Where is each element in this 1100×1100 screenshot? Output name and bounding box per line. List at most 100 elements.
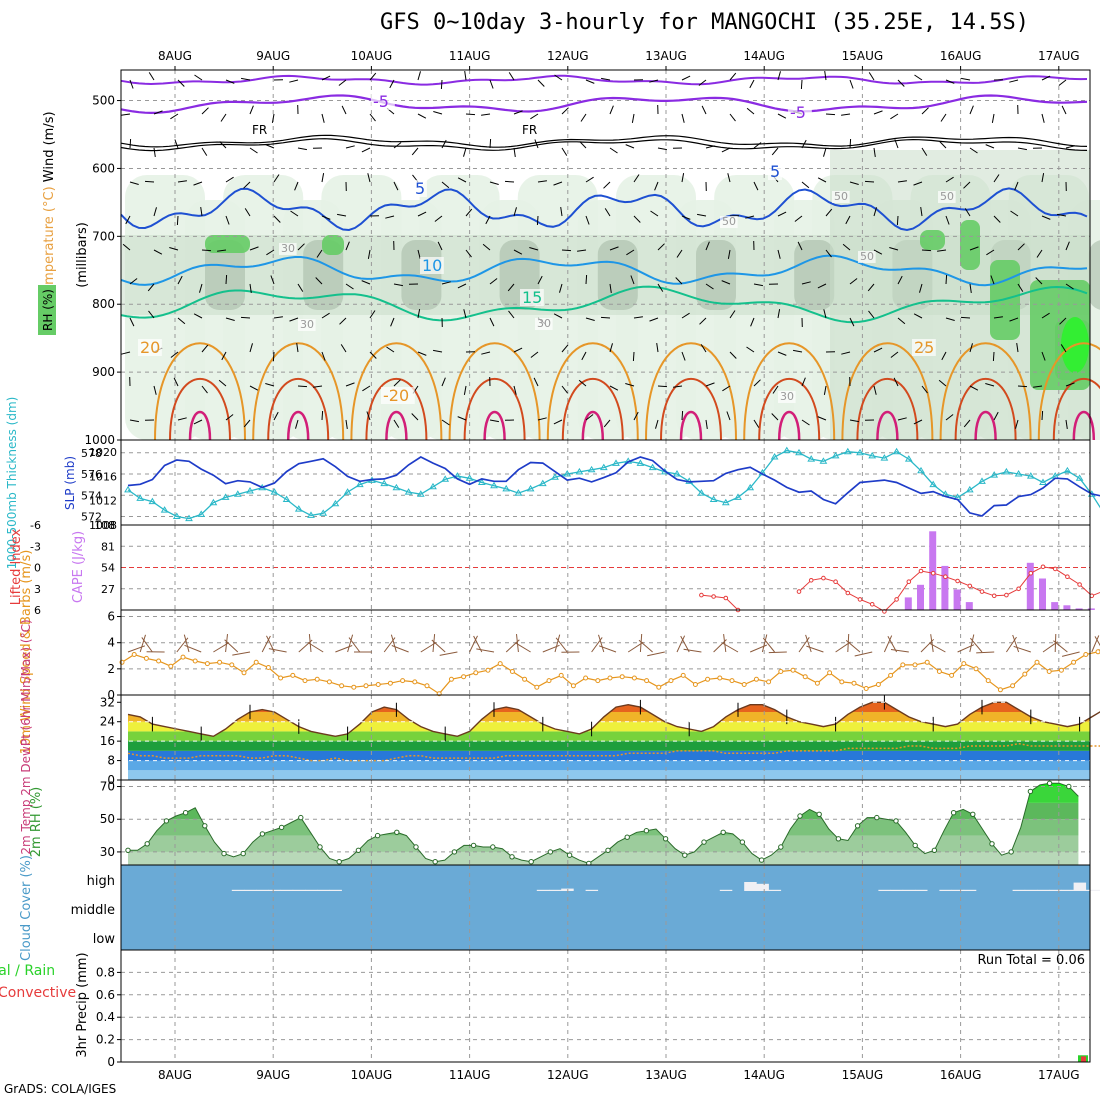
wind-barb (656, 343, 659, 353)
ylabel-precip-convective: Convective (0, 985, 76, 1001)
thickness-marker (465, 474, 474, 481)
y-tick-label: 0.2 (96, 1033, 115, 1047)
y-tick-label: 30 (100, 845, 115, 859)
wind-speed-marker (595, 678, 601, 684)
thickness-marker (148, 497, 157, 505)
wind-speed-marker (839, 679, 845, 685)
thickness-marker (697, 489, 706, 496)
thickness-marker (160, 506, 169, 513)
wind-barb (578, 379, 587, 387)
wind-barb (560, 207, 563, 217)
wind-barb (200, 207, 203, 217)
cloud-high-bar (915, 889, 928, 891)
wind-barb (1036, 249, 1043, 258)
wind-barb (580, 113, 587, 122)
wind-speed-marker (851, 680, 857, 686)
date-label-top: 14AUG (743, 49, 785, 63)
wind-barb (433, 111, 443, 115)
wind-barb (369, 113, 376, 122)
wind-barb (537, 180, 547, 183)
wind-barb (315, 277, 323, 285)
y-tick-label: 8 (107, 754, 115, 768)
wind-barb (1016, 343, 1019, 353)
cape-bar (1063, 605, 1071, 610)
rh-marker (778, 844, 784, 850)
isotherm-25 (463, 378, 526, 441)
wind-barb (434, 215, 443, 222)
wind-speed-marker (1095, 649, 1100, 655)
wind-barb (938, 379, 947, 387)
cape-bar (1026, 562, 1034, 610)
rh-marker (278, 824, 285, 831)
isotherm-20 (1037, 342, 1100, 441)
thickness-marker (563, 470, 572, 477)
isotherm-20 (154, 342, 246, 441)
wind-barb (297, 243, 305, 251)
thickness-marker (856, 448, 864, 456)
wind-barb (393, 379, 401, 387)
isotherm-10 (120, 254, 1088, 287)
contour-label: 30 (281, 242, 295, 255)
wind-barb (777, 351, 787, 356)
date-label-bottom: 13AUG (645, 1068, 687, 1082)
wind-barb (345, 382, 355, 387)
wind-barb (705, 283, 714, 290)
wind-barb (513, 147, 516, 157)
rh-marker (912, 842, 918, 849)
wind-barb (681, 215, 691, 220)
wind-barb (993, 316, 1003, 319)
wind-barb (457, 283, 467, 289)
wind-barb (553, 419, 563, 425)
wind-barb (321, 113, 325, 123)
wind-barb (601, 77, 611, 81)
wind-speed-marker (473, 670, 479, 676)
wind-barb (633, 215, 641, 223)
rh-marker (144, 841, 150, 847)
wind-barb (554, 74, 563, 81)
wind-barb (220, 113, 227, 122)
wind-barb-10m (723, 634, 727, 653)
lifted-index-marker (821, 575, 826, 581)
wind-barb (513, 110, 523, 115)
thickness-marker (172, 512, 181, 519)
cloud-high-bar (756, 883, 769, 891)
wind-barb (148, 72, 155, 81)
wind-barb (297, 283, 304, 292)
ylabel-cape: CAPE (J/kg) (71, 531, 86, 603)
wind-barb (729, 113, 736, 122)
wind-barb (1035, 277, 1043, 285)
wind-barb (609, 385, 619, 391)
cloud-high-bar (902, 889, 916, 891)
thickness-marker (441, 475, 450, 482)
wind-barb (797, 241, 803, 251)
cloud-level-label: high (87, 874, 115, 889)
wind-barb (750, 317, 755, 327)
rh-marker (509, 854, 515, 860)
wind-speed-marker (253, 659, 259, 665)
temp-band (128, 702, 1090, 712)
wind-barb (945, 176, 954, 183)
date-label-top: 13AUG (645, 49, 687, 63)
wind-barb (1017, 385, 1028, 388)
thickness-marker (904, 455, 913, 462)
wind-barb (986, 249, 995, 256)
wind-speed-marker (729, 678, 735, 684)
wind-barb (992, 351, 995, 362)
wind-barb (913, 313, 923, 319)
wind-barb (121, 113, 131, 116)
wind-barb (1009, 79, 1019, 83)
wind-barb (225, 79, 235, 84)
contour-label-bg (912, 339, 936, 356)
wind-barb (270, 275, 275, 285)
wind-barb (393, 283, 403, 287)
wind-barb (772, 385, 779, 394)
thickness-marker (270, 488, 279, 495)
wind-barb (777, 211, 787, 217)
lifted-index-marker (699, 592, 704, 598)
dewpoint-line (127, 742, 1100, 762)
wind-barb (841, 113, 851, 116)
wind-barb (897, 317, 906, 325)
wind-barb-10m (431, 639, 446, 653)
thickness-marker (1039, 478, 1047, 485)
wind-barb-10m (762, 637, 775, 653)
